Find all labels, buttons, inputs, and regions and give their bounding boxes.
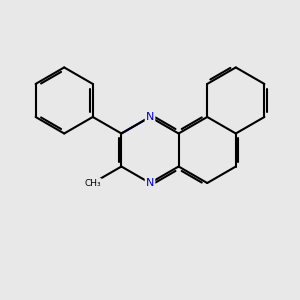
Text: CH₃: CH₃ bbox=[85, 178, 101, 188]
Text: N: N bbox=[146, 112, 154, 122]
Text: N: N bbox=[146, 178, 154, 188]
